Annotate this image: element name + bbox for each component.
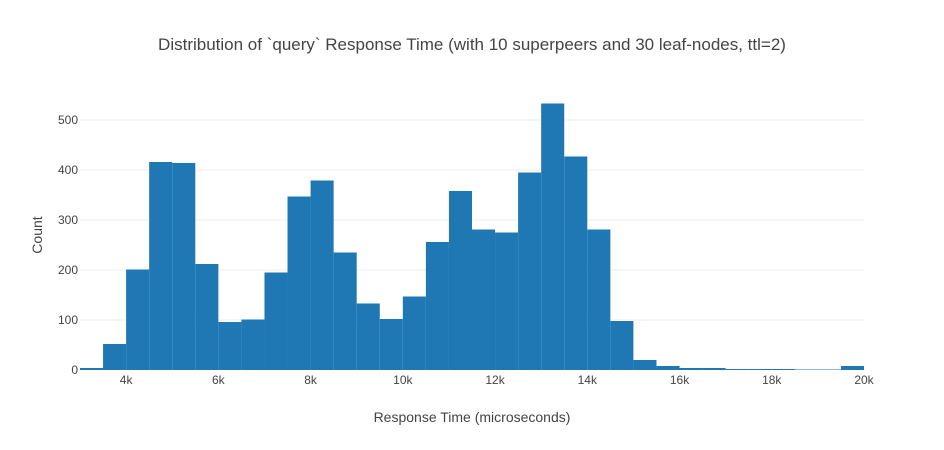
y-tick-label: 500 [58, 113, 78, 127]
histogram-bar [356, 303, 380, 370]
histogram-bar [748, 369, 772, 370]
histogram-bar [80, 368, 104, 370]
chart-title: Distribution of `query` Response Time (w… [158, 35, 786, 54]
histogram-bar [126, 269, 150, 370]
histogram-bars [80, 103, 864, 370]
histogram-bar [587, 229, 611, 370]
y-tick-label: 300 [58, 213, 78, 227]
histogram-bar [794, 369, 818, 370]
histogram-bar [172, 163, 196, 370]
y-tick-label: 100 [58, 313, 78, 327]
histogram-bar [817, 369, 841, 370]
histogram-bar [472, 229, 496, 370]
histogram-bar [656, 366, 680, 370]
histogram-bar [333, 252, 357, 370]
y-axis-title: Count [29, 216, 45, 253]
histogram-bar [287, 196, 311, 370]
histogram-bar [425, 242, 449, 370]
x-tick-label: 18k [762, 373, 782, 387]
histogram-bar [264, 272, 288, 370]
histogram-bar [103, 344, 127, 370]
histogram-bar [149, 162, 173, 370]
x-axis-title: Response Time (microseconds) [374, 409, 571, 425]
x-tick-label: 4k [120, 373, 134, 387]
x-tick-label: 6k [212, 373, 226, 387]
histogram-bar [310, 180, 334, 370]
histogram-bar [518, 172, 542, 370]
histogram-bar [402, 296, 426, 370]
histogram-bar [379, 319, 403, 370]
x-tick-label: 12k [485, 373, 505, 387]
histogram-bar [840, 366, 864, 370]
x-tick-label: 14k [578, 373, 598, 387]
x-tick-label: 10k [393, 373, 413, 387]
y-tick-label: 200 [58, 263, 78, 277]
histogram-bar [495, 232, 519, 370]
histogram-bar [564, 156, 588, 370]
histogram-bar [448, 191, 472, 370]
histogram-bar [679, 368, 703, 370]
x-axis-ticks: 4k 6k 8k 10k 12k 14k 16k 18k 20k [120, 373, 875, 387]
y-axis-ticks: 0 100 200 300 400 500 [58, 113, 78, 377]
histogram-bar [633, 360, 657, 370]
histogram-bar [195, 264, 219, 370]
y-tick-label: 400 [58, 163, 78, 177]
x-tick-label: 20k [854, 373, 874, 387]
histogram-bar [725, 369, 749, 370]
histogram-bar [218, 322, 242, 370]
histogram-bar [702, 368, 726, 370]
histogram-bar [771, 369, 795, 370]
histogram-bar [610, 321, 634, 370]
histogram-bar [241, 319, 265, 370]
x-tick-label: 16k [670, 373, 690, 387]
x-tick-label: 8k [304, 373, 318, 387]
y-tick-label: 0 [71, 363, 78, 377]
histogram-bar [541, 103, 565, 370]
